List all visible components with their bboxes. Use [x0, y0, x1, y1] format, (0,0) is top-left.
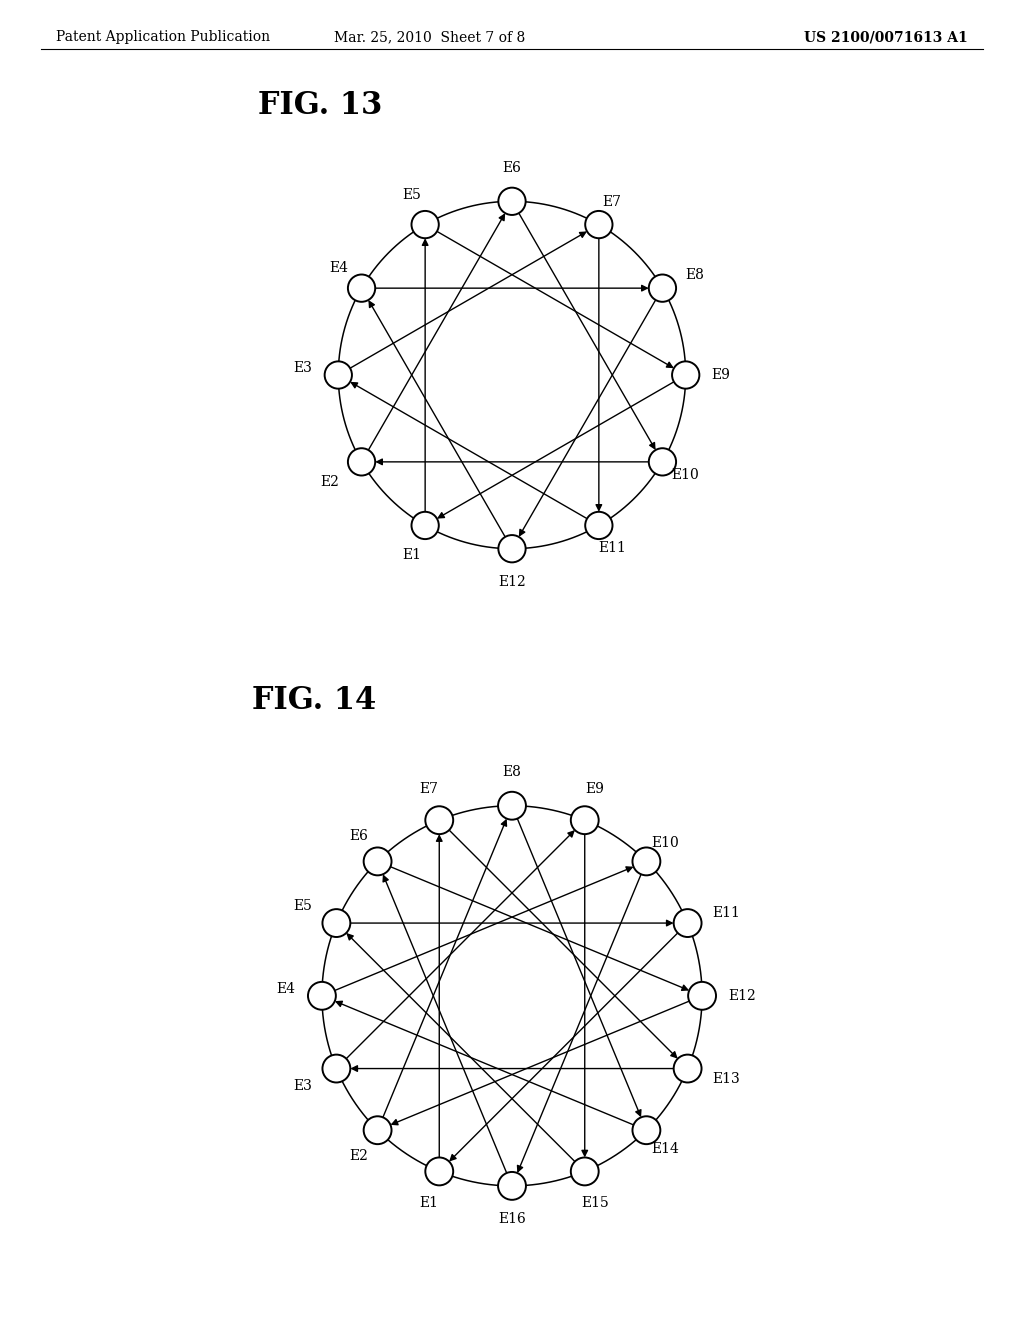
Circle shape [585, 512, 612, 539]
Circle shape [364, 1117, 391, 1144]
Text: E6: E6 [349, 829, 369, 842]
Text: E8: E8 [685, 268, 703, 282]
Text: E5: E5 [402, 187, 422, 202]
Circle shape [412, 512, 439, 539]
Circle shape [570, 807, 599, 834]
Circle shape [425, 1158, 454, 1185]
Text: E5: E5 [293, 899, 311, 913]
Text: E1: E1 [402, 548, 422, 562]
Text: E15: E15 [581, 1196, 609, 1210]
Circle shape [649, 449, 676, 475]
Text: US 2100/0071613 A1: US 2100/0071613 A1 [804, 30, 968, 45]
Text: E9: E9 [586, 781, 604, 796]
Circle shape [688, 982, 716, 1010]
Circle shape [674, 1055, 701, 1082]
Text: E12: E12 [729, 989, 757, 1003]
Circle shape [348, 449, 375, 475]
Text: E14: E14 [651, 1142, 679, 1156]
Text: E4: E4 [330, 261, 348, 275]
Text: E7: E7 [602, 195, 622, 209]
Circle shape [499, 187, 525, 215]
Text: E10: E10 [651, 836, 679, 850]
Text: E9: E9 [712, 368, 731, 381]
Circle shape [348, 275, 375, 302]
Text: FIG. 14: FIG. 14 [252, 685, 377, 717]
Circle shape [633, 1117, 660, 1144]
Text: E7: E7 [420, 781, 438, 796]
Text: E4: E4 [276, 982, 295, 995]
Text: Patent Application Publication: Patent Application Publication [56, 30, 270, 45]
Circle shape [308, 982, 336, 1010]
Circle shape [570, 1158, 599, 1185]
Circle shape [325, 362, 352, 388]
Circle shape [498, 792, 526, 820]
Text: E10: E10 [671, 467, 698, 482]
Circle shape [499, 535, 525, 562]
Circle shape [649, 275, 676, 302]
Circle shape [425, 807, 454, 834]
Circle shape [674, 909, 701, 937]
Circle shape [412, 211, 439, 238]
Text: E2: E2 [349, 1148, 369, 1163]
Text: E6: E6 [503, 161, 521, 176]
Circle shape [364, 847, 391, 875]
Text: E13: E13 [713, 1072, 740, 1086]
Circle shape [672, 362, 699, 388]
Text: E2: E2 [321, 475, 339, 488]
Circle shape [633, 847, 660, 875]
Text: E3: E3 [293, 1078, 311, 1093]
Text: E16: E16 [498, 1213, 526, 1226]
Text: E8: E8 [503, 766, 521, 779]
Text: Mar. 25, 2010  Sheet 7 of 8: Mar. 25, 2010 Sheet 7 of 8 [335, 30, 525, 45]
Circle shape [498, 1172, 526, 1200]
Text: E11: E11 [713, 906, 740, 920]
Text: E1: E1 [420, 1196, 438, 1210]
Text: FIG. 13: FIG. 13 [258, 90, 382, 120]
Text: E12: E12 [498, 574, 526, 589]
Text: E11: E11 [598, 541, 626, 554]
Circle shape [323, 909, 350, 937]
Circle shape [323, 1055, 350, 1082]
Circle shape [585, 211, 612, 238]
Text: E3: E3 [293, 360, 312, 375]
